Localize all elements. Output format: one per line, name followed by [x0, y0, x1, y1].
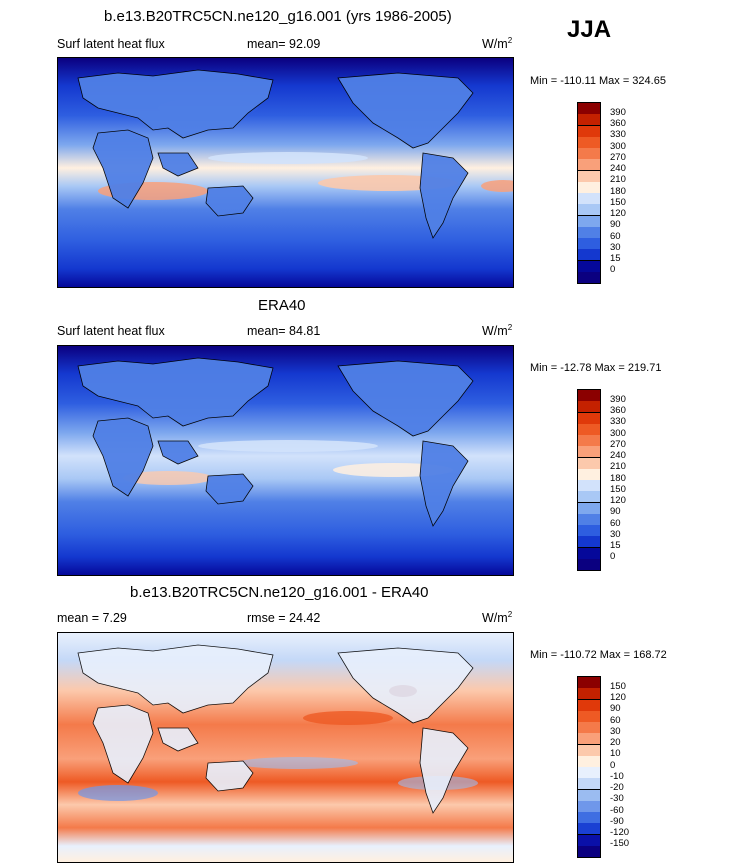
panel2-map: [57, 345, 514, 576]
panel3-colorbar: [577, 676, 601, 858]
panel3-unit-label: W/m2: [482, 609, 513, 625]
colorbar-tick-label: -10: [610, 771, 624, 782]
colorbar-tick-label: 90: [610, 219, 621, 230]
colorbar-tick-label: 300: [610, 428, 626, 439]
colorbar-tick-label: 240: [610, 163, 626, 174]
colorbar-tick-label: 20: [610, 737, 621, 748]
colorbar-tick-label: 210: [610, 461, 626, 472]
panel2-variable-label: Surf latent heat flux: [57, 324, 165, 338]
panel1-map-svg: [58, 58, 513, 287]
panel2-minmax-label: Min = -12.78 Max = 219.71: [530, 362, 662, 374]
panel1-minmax-label: Min = -110.11 Max = 324.65: [530, 75, 666, 87]
colorbar-tick-label: 270: [610, 152, 626, 163]
colorbar-tick-label: 0: [610, 551, 616, 562]
panel3-rmse-label: rmse = 24.42: [247, 611, 321, 625]
colorbar-tick-label: 30: [610, 242, 621, 253]
colorbar-tick-label: -30: [610, 793, 624, 804]
colorbar-tick-label: 120: [610, 495, 626, 506]
colorbar-tick-label: 270: [610, 439, 626, 450]
colorbar-tick-label: -150: [610, 838, 630, 849]
panel1-map: [57, 57, 514, 288]
colorbar-tick-label: -60: [610, 805, 624, 816]
colorbar-tick-label: 360: [610, 405, 626, 416]
panel3-title: b.e13.B20TRC5CN.ne120_g16.001 - ERA40: [130, 584, 429, 601]
colorbar-tick-label: 150: [610, 197, 626, 208]
colorbar-tick-label: 330: [610, 416, 626, 427]
panel3-mean-label: mean = 7.29: [57, 611, 127, 625]
panel2-colorbar: [577, 389, 601, 571]
colorbar-tick-label: 90: [610, 703, 621, 714]
panel1-colorbar: [577, 102, 601, 284]
colorbar-tick-label: 360: [610, 118, 626, 129]
panel2-unit-label: W/m2: [482, 322, 513, 338]
colorbar-tick-label: -20: [610, 782, 624, 793]
season-label: JJA: [567, 16, 612, 43]
colorbar-tick-label: 390: [610, 107, 626, 118]
colorbar-tick-label: 120: [610, 208, 626, 219]
colorbar-tick-label: 60: [610, 715, 621, 726]
colorbar-tick-label: 120: [610, 692, 626, 703]
panel1-mean-label: mean= 92.09: [247, 37, 321, 51]
panel3-map: [57, 632, 514, 863]
panel1-unit-label: W/m2: [482, 35, 513, 51]
colorbar-tick-label: 150: [610, 681, 626, 692]
colorbar-tick-label: 300: [610, 141, 626, 152]
panel2-title: ERA40: [258, 297, 306, 314]
colorbar-tick-label: 10: [610, 748, 621, 759]
colorbar-tick-label: 0: [610, 760, 616, 771]
panel1-variable-label: Surf latent heat flux: [57, 37, 165, 51]
colorbar-tick-label: 60: [610, 518, 621, 529]
colorbar-tick-label: 30: [610, 726, 621, 737]
colorbar-tick-label: 180: [610, 186, 626, 197]
colorbar-tick-label: 180: [610, 473, 626, 484]
colorbar-tick-label: 30: [610, 529, 621, 540]
colorbar-tick-label: 0: [610, 264, 616, 275]
panel3-minmax-label: Min = -110.72 Max = 168.72: [530, 649, 667, 661]
colorbar-tick-label: 15: [610, 540, 621, 551]
colorbar-tick-label: -120: [610, 827, 630, 838]
colorbar-tick-label: 330: [610, 129, 626, 140]
colorbar-tick-label: 90: [610, 506, 621, 517]
panel3-map-svg: [58, 633, 513, 862]
panel2-map-svg: [58, 346, 513, 575]
panel1-title: b.e13.B20TRC5CN.ne120_g16.001 (yrs 1986-…: [104, 8, 452, 25]
colorbar-tick-label: 390: [610, 394, 626, 405]
colorbar-tick-label: 60: [610, 231, 621, 242]
colorbar-tick-label: 240: [610, 450, 626, 461]
colorbar-tick-label: 150: [610, 484, 626, 495]
colorbar-tick-label: -90: [610, 816, 624, 827]
panel2-mean-label: mean= 84.81: [247, 324, 321, 338]
colorbar-tick-label: 210: [610, 174, 626, 185]
colorbar-tick-label: 15: [610, 253, 621, 264]
